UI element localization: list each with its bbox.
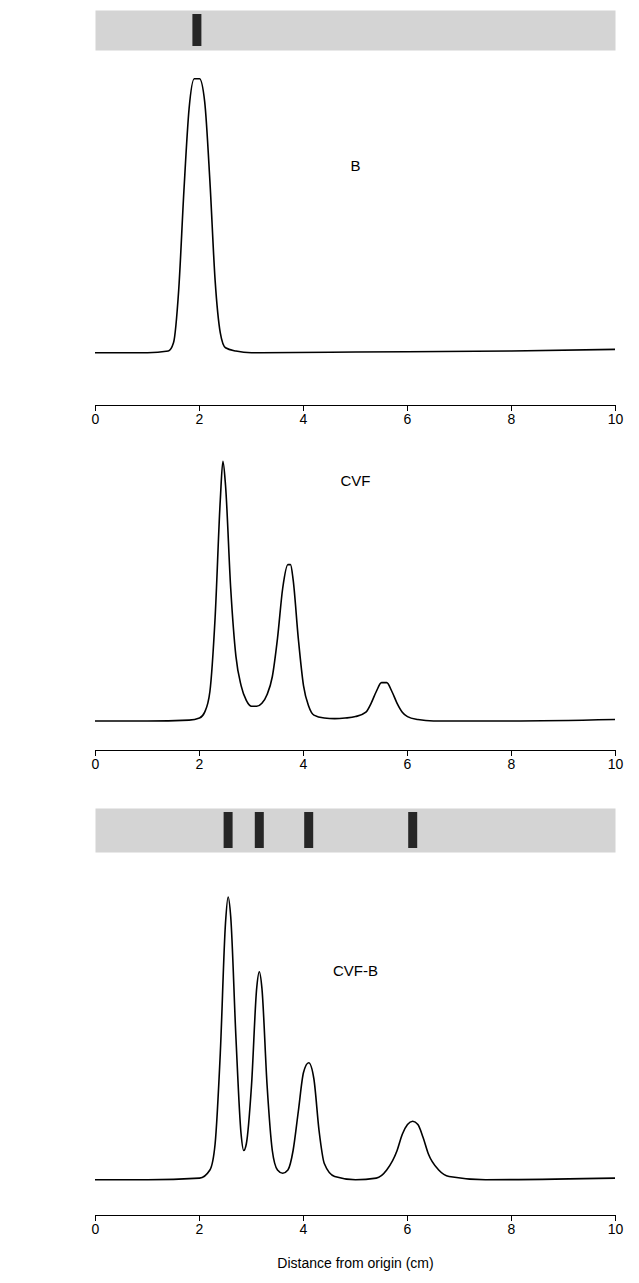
svg-text:8: 8 bbox=[508, 411, 516, 427]
svg-text:4: 4 bbox=[300, 411, 308, 427]
svg-text:6: 6 bbox=[404, 411, 412, 427]
svg-text:8: 8 bbox=[508, 1221, 516, 1237]
svg-text:CVF: CVF bbox=[341, 472, 371, 489]
svg-text:CVF-B: CVF-B bbox=[333, 962, 378, 979]
svg-text:6: 6 bbox=[404, 756, 412, 772]
svg-text:2: 2 bbox=[196, 756, 204, 772]
svg-text:8: 8 bbox=[508, 756, 516, 772]
svg-text:2: 2 bbox=[196, 411, 204, 427]
svg-text:2: 2 bbox=[196, 1221, 204, 1237]
svg-text:10: 10 bbox=[608, 411, 624, 427]
svg-text:Distance from origin (cm): Distance from origin (cm) bbox=[277, 1255, 433, 1271]
svg-text:10: 10 bbox=[608, 1221, 624, 1237]
svg-text:4: 4 bbox=[300, 756, 308, 772]
svg-text:4: 4 bbox=[300, 1221, 308, 1237]
svg-text:0: 0 bbox=[92, 756, 100, 772]
svg-text:0: 0 bbox=[92, 1221, 100, 1237]
svg-text:B: B bbox=[350, 157, 360, 174]
svg-text:6: 6 bbox=[404, 1221, 412, 1237]
svg-text:0: 0 bbox=[92, 411, 100, 427]
svg-text:10: 10 bbox=[608, 756, 624, 772]
